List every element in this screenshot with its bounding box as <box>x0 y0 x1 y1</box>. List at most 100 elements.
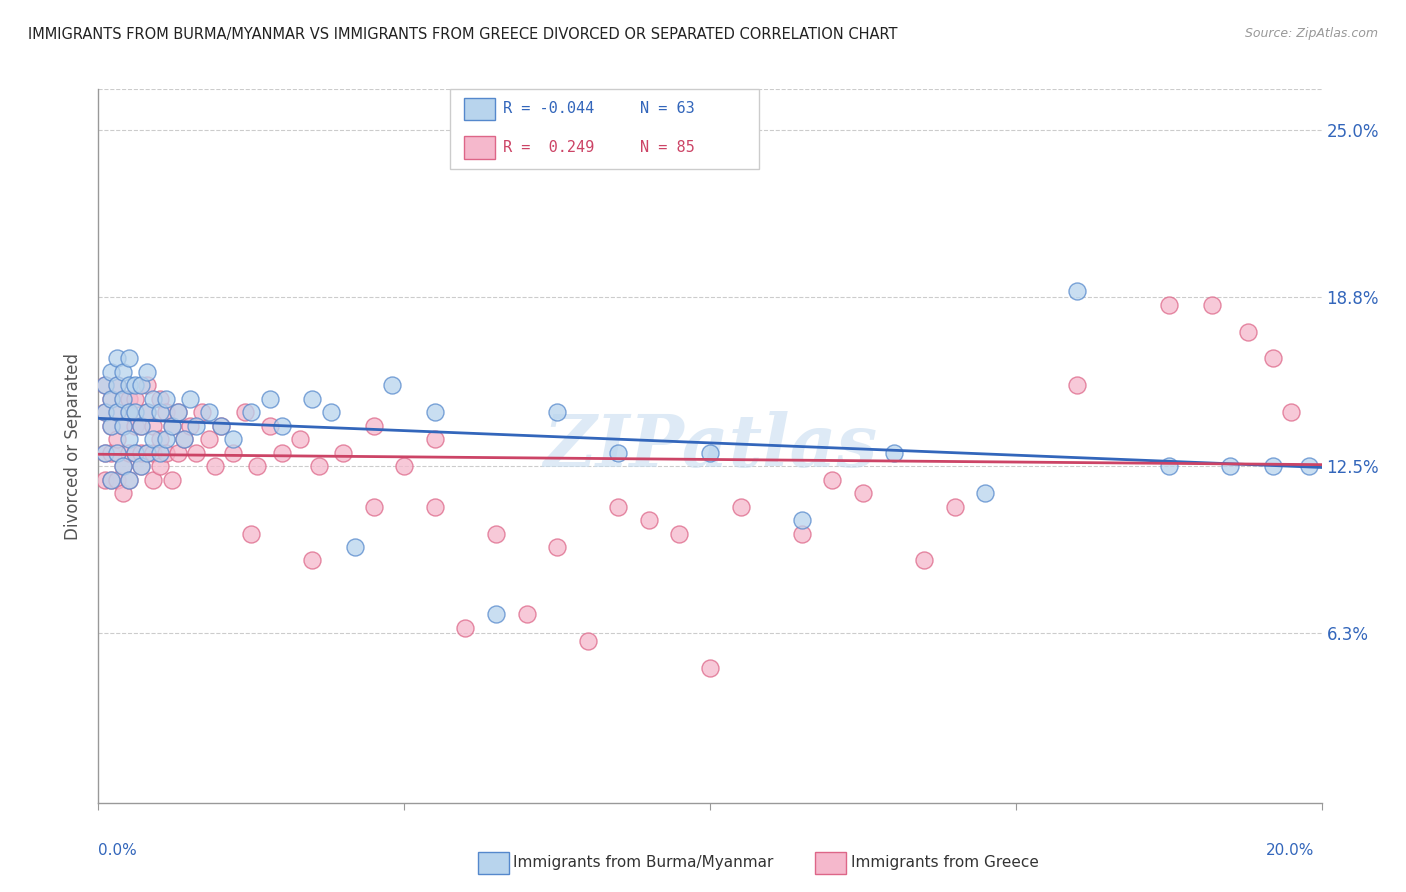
Point <box>332 446 354 460</box>
Point <box>129 418 152 433</box>
Point <box>129 378 152 392</box>
Point <box>1298 459 1320 474</box>
Point <box>111 418 134 433</box>
Point <box>186 418 208 433</box>
Point <box>118 405 141 419</box>
Text: R = -0.044: R = -0.044 <box>503 102 595 116</box>
Text: Immigrants from Burma/Myanmar: Immigrants from Burma/Myanmar <box>513 855 773 870</box>
Point <box>1157 298 1180 312</box>
Point <box>423 405 446 419</box>
Point <box>124 446 146 460</box>
Point <box>136 446 159 460</box>
Point <box>454 621 477 635</box>
Point <box>136 378 159 392</box>
Point <box>546 540 568 554</box>
Point <box>118 473 141 487</box>
Point <box>136 405 159 419</box>
Point <box>100 392 122 406</box>
Point <box>1279 405 1302 419</box>
Point <box>105 378 128 392</box>
Text: IMMIGRANTS FROM BURMA/MYANMAR VS IMMIGRANTS FROM GREECE DIVORCED OR SEPARATED CO: IMMIGRANTS FROM BURMA/MYANMAR VS IMMIGRA… <box>28 27 897 42</box>
Point <box>105 473 128 487</box>
Point <box>790 526 813 541</box>
Point <box>100 473 122 487</box>
Point <box>912 553 935 567</box>
Point <box>142 473 165 487</box>
Point <box>93 446 115 460</box>
Point <box>1261 351 1284 366</box>
Point <box>105 446 128 460</box>
Point <box>1157 459 1180 474</box>
Point <box>105 432 128 446</box>
Point <box>111 459 134 474</box>
Point <box>142 446 165 460</box>
Point <box>974 486 997 500</box>
Point <box>423 432 446 446</box>
Point <box>191 405 214 419</box>
Point <box>105 405 128 419</box>
Point <box>136 446 159 460</box>
Point <box>699 446 721 460</box>
Point <box>222 432 245 446</box>
Point <box>290 432 312 446</box>
Point <box>197 432 219 446</box>
Point <box>197 405 219 419</box>
Text: N = 85: N = 85 <box>640 140 695 154</box>
Point <box>111 365 134 379</box>
Point <box>93 405 115 419</box>
Point <box>381 378 404 392</box>
Point <box>100 392 122 406</box>
Point <box>149 459 172 474</box>
Point <box>485 607 508 622</box>
Text: N = 63: N = 63 <box>640 102 695 116</box>
Point <box>246 459 269 474</box>
Point <box>105 405 128 419</box>
Point <box>136 365 159 379</box>
Point <box>576 634 599 648</box>
Point <box>149 432 172 446</box>
Point <box>363 418 385 433</box>
Point <box>160 418 183 433</box>
Point <box>124 405 146 419</box>
Point <box>167 405 190 419</box>
Point <box>155 392 177 406</box>
Point <box>118 351 141 366</box>
Point <box>730 500 752 514</box>
Point <box>668 526 690 541</box>
Point <box>118 378 141 392</box>
Text: Immigrants from Greece: Immigrants from Greece <box>851 855 1039 870</box>
Point <box>93 473 115 487</box>
Point <box>124 418 146 433</box>
Point <box>142 392 165 406</box>
Point <box>111 486 134 500</box>
Point <box>167 446 190 460</box>
Point <box>100 446 122 460</box>
Point <box>93 378 115 392</box>
Point <box>118 473 141 487</box>
Point <box>259 392 281 406</box>
Point <box>160 418 183 433</box>
Point <box>209 418 232 433</box>
Point <box>105 446 128 460</box>
Point <box>1066 284 1088 298</box>
Point <box>93 378 115 392</box>
Point <box>821 473 844 487</box>
Point <box>129 418 152 433</box>
Point <box>301 553 323 567</box>
Point <box>155 446 177 460</box>
Point <box>149 392 172 406</box>
Text: 20.0%: 20.0% <box>1267 843 1315 858</box>
Point <box>149 446 172 460</box>
Point <box>124 378 146 392</box>
Point <box>179 392 201 406</box>
Point <box>319 405 342 419</box>
Point <box>943 500 966 514</box>
Point <box>136 405 159 419</box>
Point <box>173 432 195 446</box>
Point <box>240 405 263 419</box>
Point <box>105 378 128 392</box>
Point <box>105 351 128 366</box>
Point <box>637 513 661 527</box>
Point <box>222 446 245 460</box>
Point <box>270 446 292 460</box>
